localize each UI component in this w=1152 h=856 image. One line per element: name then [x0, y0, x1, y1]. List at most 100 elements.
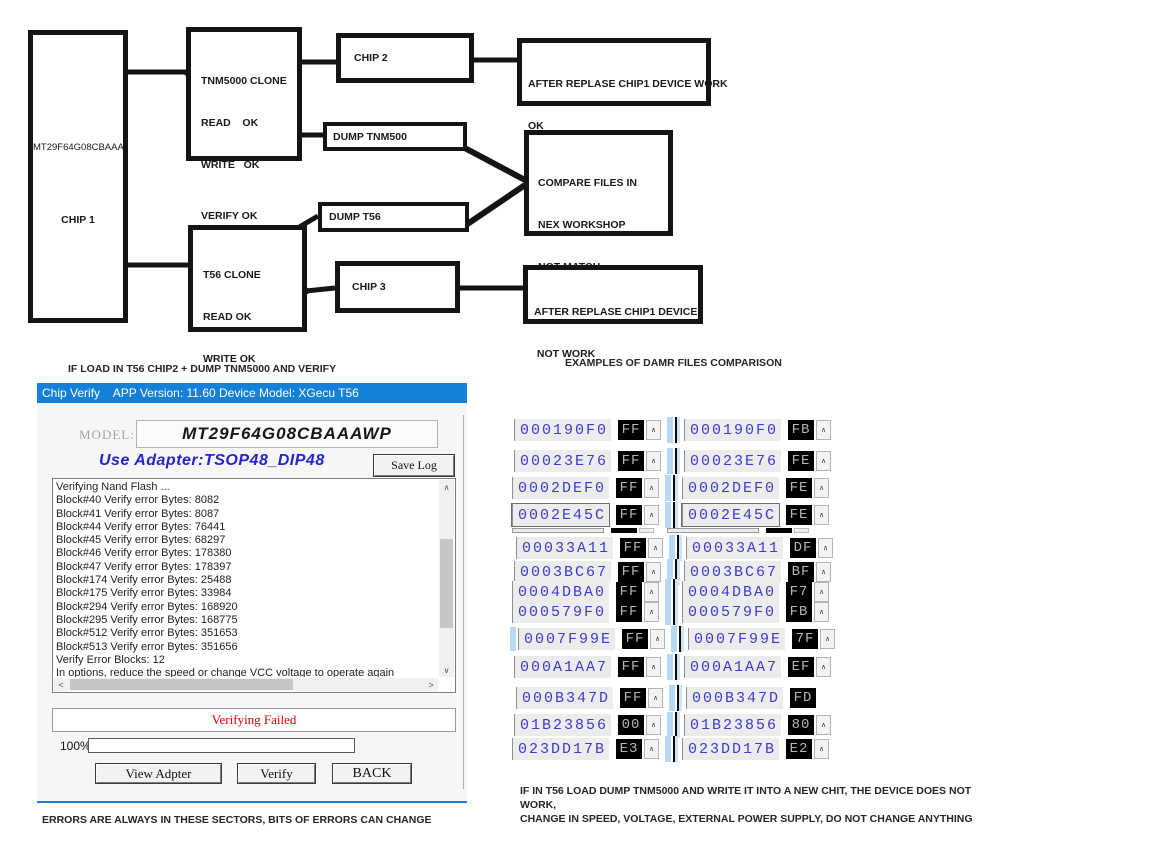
right-byte-cell: 80	[788, 715, 815, 735]
chip-verify-dialog: Chip Verify APP Version: 11.60 Device Mo…	[37, 383, 467, 803]
left-address-cell: 01B23856	[514, 714, 612, 736]
column-divider	[667, 559, 681, 585]
scroll-up-icon[interactable]: ∧	[814, 602, 830, 622]
right-address-cell: 00033A11	[686, 537, 784, 559]
flow-box-after-work-ok: AFTER REPLASE CHIP1 DEVICE WORK OK	[517, 38, 728, 132]
hex-compare-row: 000190F0 FF ∧ 000190F0 FB ∧	[514, 417, 832, 443]
flow-box-dump-t56: DUMP T56	[318, 202, 469, 232]
scroll-up-icon[interactable]: ∧	[644, 478, 660, 498]
log-horizontal-scrollbar[interactable]: < >	[54, 678, 438, 691]
dialog-title: Chip Verify APP Version: 11.60 Device Mo…	[42, 386, 359, 400]
log-line: Block#46 Verify error Bytes: 178380	[56, 547, 232, 560]
left-byte-cell: FF	[622, 629, 649, 649]
scroll-up-icon[interactable]: ∧	[646, 715, 662, 735]
right-address-cell: 000190F0	[684, 419, 782, 441]
left-address-cell: 023DD17B	[512, 738, 610, 760]
scroll-up-icon[interactable]: ∧	[644, 739, 660, 759]
right-address-cell: 0002E45C	[681, 503, 781, 527]
dump-tnm500-label: DUMP TNM500	[333, 130, 407, 143]
vscroll-thumb[interactable]	[440, 539, 453, 628]
right-byte-cell: 7F	[792, 629, 819, 649]
back-button[interactable]: BACK	[333, 764, 411, 783]
right-byte-cell: EF	[788, 657, 815, 677]
scroll-right-icon[interactable]: >	[428, 679, 434, 690]
right-address-cell: 0002DEF0	[682, 477, 780, 499]
right-address-cell: 01B23856	[684, 714, 782, 736]
hscroll-thumb[interactable]	[70, 679, 293, 690]
left-byte-cell: FF	[618, 562, 645, 582]
dialog-inner-frame	[463, 415, 464, 789]
scroll-up-icon[interactable]: ∧	[646, 420, 662, 440]
right-byte-cell: E2	[786, 739, 813, 759]
scroll-up-icon[interactable]: ∧	[646, 451, 662, 471]
scroll-up-icon[interactable]: ∧	[814, 505, 830, 525]
save-log-button[interactable]: Save Log	[374, 455, 454, 476]
left-address-cell: 0002E45C	[510, 503, 611, 527]
scroll-up-icon[interactable]: ∧	[816, 715, 832, 735]
left-address-cell: 000579F0	[512, 601, 610, 623]
column-divider	[665, 502, 679, 528]
scroll-up-icon[interactable]: ∧	[816, 451, 832, 471]
scroll-up-icon[interactable]: ∧	[816, 657, 832, 677]
scroll-up-icon[interactable]: ∧	[648, 538, 664, 558]
log-line: Block#45 Verify error Bytes: 68297	[56, 534, 226, 547]
scroll-up-icon[interactable]: ∧	[650, 629, 666, 649]
log-line: In options, reduce the speed or change V…	[56, 667, 395, 677]
left-byte-cell: FF	[620, 538, 647, 558]
right-address-cell: 0003BC67	[684, 561, 782, 583]
scroll-up-icon[interactable]: ∧	[814, 478, 830, 498]
column-divider	[669, 535, 683, 561]
left-byte-cell: E3	[616, 739, 643, 759]
bottom-note-line: IF IN T56 LOAD DUMP TNM5000 AND WRITE IT…	[520, 785, 972, 811]
left-byte-cell: 00	[618, 715, 645, 735]
scroll-up-icon[interactable]: ∧	[820, 629, 836, 649]
left-byte-cell: FF	[618, 657, 645, 677]
right-address-cell: 0004DBA0	[682, 581, 780, 603]
scroll-up-icon[interactable]: ∧	[814, 582, 830, 602]
t56-clone-line: READ OK	[203, 311, 252, 323]
flow-box-t56-clone: T56 CLONE READ OK WRITE OK VERIFY OK	[188, 225, 307, 416]
status-text: Verifying Failed	[211, 712, 297, 727]
left-address-cell: 000B347D	[516, 687, 614, 709]
log-line: Block#295 Verify error Bytes: 168775	[56, 613, 238, 626]
scroll-up-icon[interactable]: ∧	[644, 582, 660, 602]
right-byte-cell: BF	[788, 562, 815, 582]
log-line: Verify Error Blocks: 12	[56, 653, 165, 666]
scroll-up-icon[interactable]: ∧	[814, 739, 830, 759]
column-divider	[665, 579, 679, 605]
t56-clone-line: WRITE OK	[203, 353, 256, 365]
flow-box-compare-files: COMPARE FILES IN NEX WORKSHOP NOT MATCH	[524, 130, 673, 273]
flow-box-after-not-work: AFTER REPLASE CHIP1 DEVICE NOT WORK	[523, 265, 703, 360]
hex-compare-row: 000A1AA7 FF ∧ 000A1AA7 EF ∧	[514, 654, 832, 680]
caption-load-verify: IF LOAD IN T56 CHIP2 + DUMP TNM5000 AND …	[68, 363, 337, 375]
compare-line: COMPARE FILES IN	[538, 177, 637, 189]
column-divider	[671, 626, 685, 652]
chip3-label: CHIP 3	[352, 281, 386, 293]
scroll-left-icon[interactable]: <	[58, 679, 64, 690]
verify-button[interactable]: Verify	[238, 764, 315, 783]
log-vertical-scrollbar[interactable]: ∧ ∨	[439, 480, 454, 677]
scroll-up-icon[interactable]: ∧	[648, 688, 664, 708]
model-field[interactable]: MT29F64G08CBAAAWP	[136, 420, 438, 448]
log-output-box[interactable]: Verifying Nand Flash ... Block#40 Verify …	[52, 478, 456, 693]
left-address-cell: 0003BC67	[514, 561, 612, 583]
column-divider	[665, 475, 679, 501]
scroll-up-icon[interactable]: ∧	[816, 562, 832, 582]
scroll-up-icon[interactable]: ∧	[644, 602, 660, 622]
scroll-up-icon[interactable]: ∧	[818, 538, 834, 558]
scroll-down-icon[interactable]: ∨	[439, 663, 454, 677]
log-line: Block#44 Verify error Bytes: 76441	[56, 520, 226, 533]
caption-bottom-note: IF IN T56 LOAD DUMP TNM5000 AND WRITE IT…	[520, 784, 982, 826]
scroll-up-icon[interactable]: ∧	[644, 505, 660, 525]
dump-t56-label: DUMP T56	[329, 211, 381, 223]
scroll-up-icon[interactable]: ∧	[646, 657, 662, 677]
scroll-up-icon[interactable]: ∧	[816, 420, 832, 440]
compare-line: NEX WORKSHOP	[538, 219, 626, 231]
scroll-up-icon[interactable]: ∧	[646, 562, 662, 582]
view-adapter-button[interactable]: View Adpter	[96, 764, 221, 783]
right-address-cell: 000579F0	[682, 601, 780, 623]
scroll-up-icon[interactable]: ∧	[439, 480, 454, 494]
log-line: Block#175 Verify error Bytes: 33984	[56, 587, 232, 600]
left-byte-cell: FF	[616, 505, 643, 525]
chip1-model-text: MT29F64G08CBAAA	[33, 142, 124, 153]
